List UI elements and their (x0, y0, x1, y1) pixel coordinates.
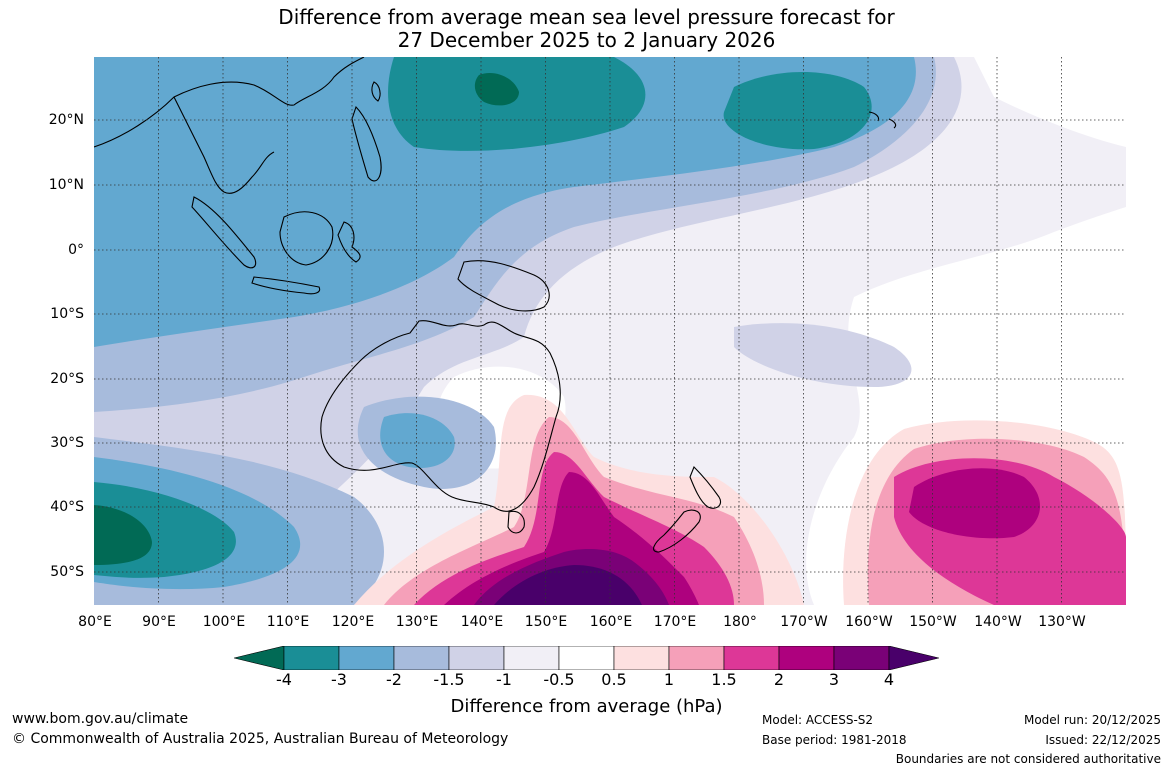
colorbar-label: Difference from average (hPa) (450, 696, 723, 717)
footer-copyright: © Commonwealth of Australia 2025, Austra… (12, 731, 509, 747)
field-band-neg4-south (94, 505, 152, 565)
lat-label: 10°S (50, 306, 84, 322)
colorbar (234, 646, 939, 670)
footer-model: Model: ACCESS-S2 (762, 713, 874, 727)
field-band-pos2-east (909, 468, 1041, 539)
colorbar-tick-label: -2 (386, 670, 402, 689)
lon-label: 170°W (780, 614, 828, 630)
colorbar-tick-label: 0.5 (601, 670, 627, 689)
colorbar-tick-label: -0.5 (543, 670, 575, 689)
lon-label: 150°W (909, 614, 957, 630)
colorbar-swatch (778, 646, 835, 670)
field-band-neg4-north (474, 72, 519, 106)
lat-label: 40°S (50, 499, 84, 515)
colorbar-tick-label: -1.5 (433, 670, 465, 689)
coastline-tasmania (507, 510, 525, 534)
colorbar-tick-label: -4 (276, 670, 292, 689)
lon-label: 100°E (202, 614, 246, 630)
colorbar-swatch (668, 646, 725, 670)
colorbar-tick-label: 4 (883, 670, 895, 689)
colorbar-swatch (234, 646, 285, 670)
lat-label: 50°S (50, 564, 84, 580)
lon-label: 140°E (460, 614, 504, 630)
lat-label: 0° (68, 242, 84, 258)
graticule (94, 57, 1126, 605)
lon-label: 120°E (331, 614, 375, 630)
colorbar-swatch (723, 646, 780, 670)
coastline-sulawesi (337, 221, 361, 263)
lon-label: 90°E (142, 614, 176, 630)
lon-label: 110°E (266, 614, 310, 630)
colorbar-swatch (503, 646, 560, 670)
anomaly-field (94, 57, 1126, 605)
colorbar-tick-label: 1.5 (711, 670, 737, 689)
colorbar-swatch (338, 646, 395, 670)
field-band-neg2 (94, 57, 916, 347)
coastline-asia-mainland (94, 57, 365, 194)
footer-base-period: Base period: 1981-2018 (762, 733, 907, 747)
coastline-philippines (351, 105, 382, 182)
map-title-line-1: Difference from average mean sea level p… (278, 5, 895, 29)
coastline-borneo (279, 211, 334, 266)
lon-label: 170°E (653, 614, 697, 630)
coastline-new-guinea (457, 260, 550, 312)
field-band-neg1-east (734, 323, 912, 387)
field-band-neg3-ne (723, 72, 872, 150)
field-band-neg2-aus (380, 413, 455, 468)
colorbar-swatch (393, 646, 450, 670)
colorbar-tick-label: -1 (496, 670, 512, 689)
colorbar-swatch (283, 646, 340, 670)
coastlines (94, 57, 897, 553)
footer-model-run: Model run: 20/12/2025 (1023, 713, 1161, 727)
coastline-sumatra (191, 196, 257, 269)
lon-label: 130°W (1038, 614, 1086, 630)
field-band-pos4 (494, 565, 642, 605)
footer-website: www.bom.gov.au/climate (12, 711, 189, 727)
colorbar-swatch (558, 646, 615, 670)
coastline-australia (320, 320, 561, 512)
lat-label: 20°S (50, 371, 84, 387)
lat-label: 10°N (48, 177, 84, 193)
pressure-anomaly-map (94, 57, 1126, 605)
coastline-new-zealand-south (653, 509, 701, 553)
field-neutral-north (974, 57, 1126, 147)
colorbar-swatch (833, 646, 890, 670)
lon-label: 140°W (974, 614, 1022, 630)
lon-label: 150°E (524, 614, 568, 630)
colorbar-swatch (448, 646, 505, 670)
lon-label: 180° (723, 614, 757, 630)
coastline-taiwan (371, 81, 381, 102)
lon-label: 130°E (395, 614, 439, 630)
map-title-line-2: 27 December 2025 to 2 January 2026 (397, 28, 776, 52)
colorbar-tick-label: -3 (331, 670, 347, 689)
footer-disclaimer: Boundaries are not considered authoritat… (895, 752, 1161, 766)
colorbar-tick-label: 2 (773, 670, 785, 689)
colorbar-tick-label: 1 (663, 670, 675, 689)
colorbar-swatch (613, 646, 670, 670)
colorbar-tick-label: 3 (828, 670, 840, 689)
lat-label: 30°S (50, 435, 84, 451)
lon-label: 80°E (78, 614, 112, 630)
lon-label: 160°E (589, 614, 633, 630)
coastline-new-zealand-north (689, 466, 722, 509)
lon-label: 160°W (845, 614, 893, 630)
footer-issued: Issued: 22/12/2025 (1045, 733, 1161, 747)
colorbar-swatch (888, 646, 939, 670)
coastline-java (251, 276, 321, 295)
lat-label: 20°N (48, 112, 84, 128)
field-band-neg3-north (388, 57, 646, 151)
